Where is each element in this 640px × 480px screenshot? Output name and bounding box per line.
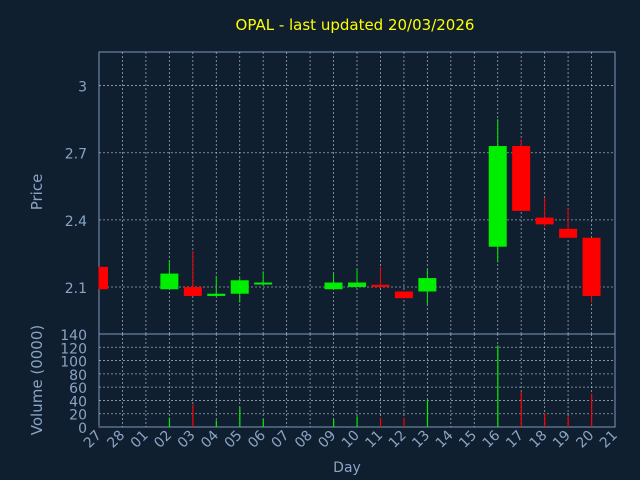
candle-12 bbox=[394, 291, 413, 299]
volume-bar-13 bbox=[426, 400, 429, 427]
candle-body bbox=[230, 280, 249, 294]
candle-body bbox=[582, 237, 601, 296]
candle-13 bbox=[418, 269, 437, 305]
candle-body bbox=[254, 282, 273, 285]
volume-y-tick-label: 100 bbox=[60, 355, 87, 371]
x-axis-ticks: 27 28 01 02 03 04 05 06 07 08 09 10 11 12 13 14 15 16 17 18… bbox=[81, 427, 621, 451]
candle-body bbox=[183, 287, 202, 296]
candle-10 bbox=[348, 269, 366, 287]
candle-body bbox=[418, 278, 437, 292]
candle-11 bbox=[371, 266, 390, 287]
volume-y-tick-label: 60 bbox=[69, 381, 87, 397]
volume-bar-19 bbox=[567, 416, 569, 427]
candle-04 bbox=[207, 275, 226, 296]
candle-27 bbox=[98, 266, 108, 290]
volume-bar-27 bbox=[98, 426, 100, 427]
volume-y-tick-label: 120 bbox=[60, 341, 87, 357]
candle-body bbox=[488, 146, 507, 247]
candle-16 bbox=[488, 119, 507, 263]
candle-body bbox=[559, 228, 578, 238]
price-y-tick-label: 2.7 bbox=[65, 147, 87, 163]
price-panel: 2.1 2.4 2.7 3 Price bbox=[28, 51, 616, 335]
price-y-tick-label: 2.1 bbox=[65, 281, 87, 297]
price-y-label: Price bbox=[28, 174, 46, 211]
candle-19 bbox=[559, 208, 578, 238]
volume-bar-06 bbox=[262, 419, 264, 427]
volume-y-tick-label: 0 bbox=[78, 421, 87, 437]
candle-body bbox=[207, 293, 226, 296]
volume-y-label: Volume (0000) bbox=[28, 325, 46, 435]
volume-bar-18 bbox=[544, 413, 546, 427]
volume-y-tick-label: 20 bbox=[69, 408, 87, 424]
candle-body bbox=[371, 284, 390, 287]
chart-title: OPAL - last updated 20/03/2026 bbox=[236, 16, 475, 34]
candle-05 bbox=[230, 278, 249, 303]
volume-bar-20 bbox=[591, 393, 593, 427]
volume-bar-05 bbox=[239, 407, 241, 427]
candle-body bbox=[160, 273, 179, 290]
volume-y-tick-label: 140 bbox=[60, 328, 87, 344]
candle-18 bbox=[535, 197, 554, 227]
volume-bar-17 bbox=[520, 391, 522, 427]
candle-02 bbox=[160, 260, 179, 290]
candle-body bbox=[348, 282, 366, 287]
price-y-ticks: 2.1 2.4 2.7 3 bbox=[65, 80, 87, 297]
volume-bars bbox=[98, 345, 593, 427]
candle-20 bbox=[582, 237, 601, 303]
price-y-tick-label: 2.4 bbox=[65, 214, 87, 230]
candle-body bbox=[99, 266, 108, 290]
volume-grid bbox=[99, 334, 615, 427]
candle-06 bbox=[254, 271, 273, 285]
volume-bar-12 bbox=[403, 417, 405, 427]
candle-body bbox=[394, 291, 413, 299]
candles bbox=[98, 119, 601, 305]
candle-09 bbox=[324, 273, 343, 290]
volume-y-tick-label: 40 bbox=[69, 394, 87, 410]
candle-17 bbox=[512, 139, 531, 211]
volume-bar-10 bbox=[356, 416, 358, 427]
candle-body bbox=[324, 282, 343, 290]
volume-bar-09 bbox=[333, 419, 335, 427]
volume-bar-16 bbox=[497, 345, 499, 427]
price-y-tick-label: 3 bbox=[78, 80, 87, 96]
volume-bar-02 bbox=[168, 417, 171, 427]
volume-bar-04 bbox=[215, 420, 217, 427]
volume-y-tick-label: 80 bbox=[69, 368, 87, 384]
volume-bar-11 bbox=[379, 417, 382, 427]
candle-03 bbox=[183, 251, 202, 296]
candle-body bbox=[535, 217, 554, 225]
volume-bar-03 bbox=[192, 404, 194, 427]
x-axis-label: Day bbox=[333, 460, 361, 476]
candle-body bbox=[512, 146, 531, 211]
